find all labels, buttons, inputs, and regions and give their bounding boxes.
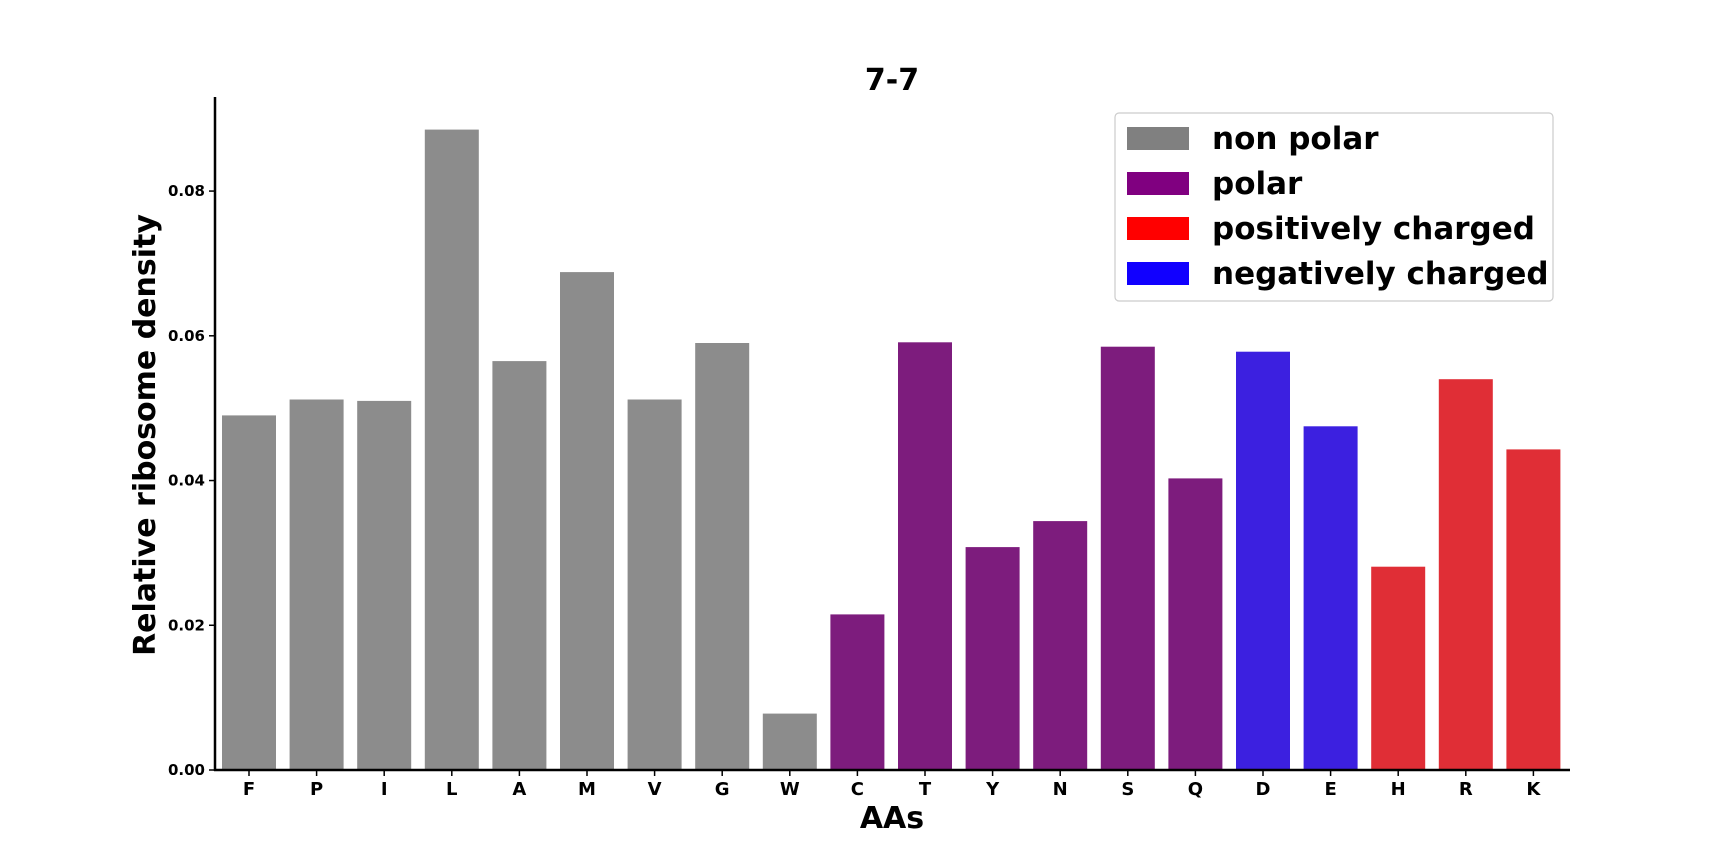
x-tick-label: G xyxy=(715,779,730,800)
bar-N xyxy=(1033,521,1088,770)
legend-swatch xyxy=(1127,127,1189,150)
x-tick-label: F xyxy=(243,779,255,800)
bar-T xyxy=(898,342,952,770)
x-tick-label: V xyxy=(648,779,662,800)
y-tick-label: 0.02 xyxy=(168,616,205,634)
x-tick-label: P xyxy=(310,779,323,800)
chart-title: 7-7 xyxy=(865,63,919,98)
legend-swatch xyxy=(1127,172,1189,195)
legend-frame xyxy=(1114,112,1554,302)
x-tick-label: E xyxy=(1324,779,1336,800)
x-tick-label: D xyxy=(1256,779,1271,800)
legend-label: positively charged xyxy=(1212,211,1535,247)
bar-W xyxy=(762,713,817,770)
bar-M xyxy=(560,272,614,770)
bar-I xyxy=(357,400,412,770)
legend-label: polar xyxy=(1212,166,1303,202)
y-axis-ticks: 0.00 0.02 0.04 0.06 0.08 xyxy=(168,182,215,779)
x-tick-label: Y xyxy=(985,779,1000,800)
legend-swatch xyxy=(1127,217,1189,240)
legend-label: negatively charged xyxy=(1212,256,1549,292)
bar-Q xyxy=(1168,478,1223,770)
y-tick-label: 0.06 xyxy=(168,327,205,345)
bar-G xyxy=(695,343,750,770)
bar-D xyxy=(1236,351,1290,770)
x-tick-label: S xyxy=(1121,779,1134,800)
x-tick-label: W xyxy=(780,779,800,800)
bar-R xyxy=(1438,379,1493,770)
bar-F xyxy=(222,415,276,770)
y-tick-label: 0.00 xyxy=(168,761,205,779)
bar-K xyxy=(1506,449,1561,770)
x-tick-label: K xyxy=(1526,779,1541,800)
bar-S xyxy=(1100,346,1155,770)
x-tick-label: Q xyxy=(1188,779,1203,800)
bar-V xyxy=(627,399,682,770)
legend-swatch xyxy=(1127,262,1189,285)
x-tick-label: I xyxy=(381,779,388,800)
x-axis-label: AAs xyxy=(860,801,924,836)
bar-L xyxy=(424,129,479,771)
x-tick-label: M xyxy=(578,779,596,800)
y-tick-label: 0.08 xyxy=(168,182,205,200)
bar-A xyxy=(492,361,547,770)
bar-C xyxy=(830,614,885,770)
y-axis-label: Relative ribosome density xyxy=(128,214,163,656)
bar-Y xyxy=(965,547,1020,770)
x-tick-label: T xyxy=(919,779,932,800)
legend: non polar polar positively charged negative… xyxy=(1114,112,1554,302)
bars-group xyxy=(222,129,1561,771)
y-tick-label: 0.04 xyxy=(168,472,205,490)
bar-E xyxy=(1303,426,1358,770)
x-tick-label: H xyxy=(1391,779,1406,800)
x-tick-label: C xyxy=(851,779,864,800)
bar-P xyxy=(289,399,344,770)
x-tick-label: R xyxy=(1459,779,1473,800)
bar-H xyxy=(1371,566,1426,770)
x-tick-label: L xyxy=(446,779,457,800)
x-tick-label: A xyxy=(512,779,526,800)
x-tick-label: N xyxy=(1053,779,1068,800)
legend-label: non polar xyxy=(1212,121,1379,157)
